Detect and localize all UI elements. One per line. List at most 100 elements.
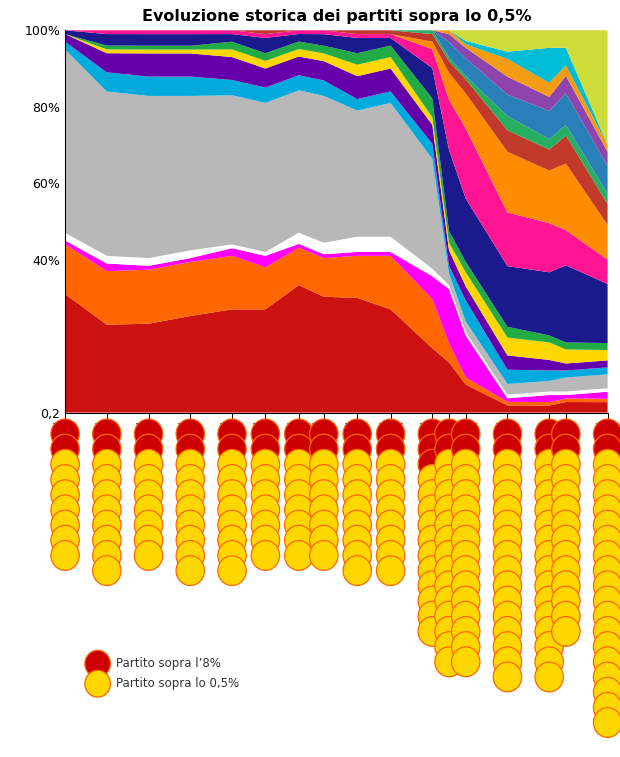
Ellipse shape xyxy=(251,450,280,479)
Ellipse shape xyxy=(451,556,480,585)
Ellipse shape xyxy=(135,540,163,570)
Ellipse shape xyxy=(51,450,79,479)
Ellipse shape xyxy=(176,450,205,479)
Ellipse shape xyxy=(435,480,463,509)
Ellipse shape xyxy=(343,435,371,464)
Ellipse shape xyxy=(135,450,163,479)
Ellipse shape xyxy=(494,616,521,646)
Ellipse shape xyxy=(418,480,446,509)
Ellipse shape xyxy=(418,435,446,464)
Ellipse shape xyxy=(92,556,121,585)
Ellipse shape xyxy=(92,510,121,540)
Ellipse shape xyxy=(176,435,205,464)
Ellipse shape xyxy=(593,662,620,692)
Ellipse shape xyxy=(376,495,405,525)
Ellipse shape xyxy=(251,465,280,494)
Ellipse shape xyxy=(251,480,280,509)
Ellipse shape xyxy=(218,495,246,525)
Ellipse shape xyxy=(451,450,480,479)
Ellipse shape xyxy=(251,525,280,555)
Ellipse shape xyxy=(285,525,313,555)
Ellipse shape xyxy=(494,450,521,479)
Ellipse shape xyxy=(51,525,79,555)
Ellipse shape xyxy=(135,495,163,525)
Ellipse shape xyxy=(494,571,521,601)
Ellipse shape xyxy=(494,601,521,631)
Ellipse shape xyxy=(218,450,246,479)
Ellipse shape xyxy=(535,510,564,540)
Ellipse shape xyxy=(218,435,246,464)
Ellipse shape xyxy=(535,465,564,494)
Ellipse shape xyxy=(92,419,121,449)
Ellipse shape xyxy=(285,540,313,570)
Ellipse shape xyxy=(51,480,79,509)
Ellipse shape xyxy=(451,631,480,662)
Ellipse shape xyxy=(535,435,564,464)
Ellipse shape xyxy=(92,435,121,464)
Ellipse shape xyxy=(494,465,521,494)
Ellipse shape xyxy=(176,419,205,449)
Ellipse shape xyxy=(135,510,163,540)
Ellipse shape xyxy=(494,480,521,509)
Ellipse shape xyxy=(309,480,338,509)
Ellipse shape xyxy=(593,647,620,677)
Ellipse shape xyxy=(451,571,480,601)
Ellipse shape xyxy=(535,601,564,631)
Ellipse shape xyxy=(552,556,580,585)
Text: Partito sopra lo 0,5%: Partito sopra lo 0,5% xyxy=(115,678,239,690)
Ellipse shape xyxy=(593,601,620,631)
Ellipse shape xyxy=(176,556,205,585)
Ellipse shape xyxy=(376,540,405,570)
Ellipse shape xyxy=(552,616,580,646)
Ellipse shape xyxy=(593,540,620,570)
Ellipse shape xyxy=(593,525,620,555)
Ellipse shape xyxy=(552,450,580,479)
Ellipse shape xyxy=(92,450,121,479)
Ellipse shape xyxy=(451,525,480,555)
Ellipse shape xyxy=(552,480,580,509)
Ellipse shape xyxy=(218,465,246,494)
Ellipse shape xyxy=(451,586,480,616)
Ellipse shape xyxy=(535,586,564,616)
Ellipse shape xyxy=(435,571,463,601)
Ellipse shape xyxy=(218,525,246,555)
Ellipse shape xyxy=(135,480,163,509)
Ellipse shape xyxy=(51,465,79,494)
Ellipse shape xyxy=(418,510,446,540)
Ellipse shape xyxy=(593,465,620,494)
Ellipse shape xyxy=(51,435,79,464)
Ellipse shape xyxy=(418,571,446,601)
Ellipse shape xyxy=(552,525,580,555)
Ellipse shape xyxy=(418,601,446,631)
Ellipse shape xyxy=(593,693,620,722)
Ellipse shape xyxy=(494,510,521,540)
Ellipse shape xyxy=(494,419,521,449)
Ellipse shape xyxy=(593,450,620,479)
Ellipse shape xyxy=(593,435,620,464)
Ellipse shape xyxy=(418,495,446,525)
Ellipse shape xyxy=(593,571,620,601)
Ellipse shape xyxy=(535,571,564,601)
Ellipse shape xyxy=(494,556,521,585)
Ellipse shape xyxy=(285,480,313,509)
Ellipse shape xyxy=(535,495,564,525)
Ellipse shape xyxy=(92,495,121,525)
Ellipse shape xyxy=(494,435,521,464)
Ellipse shape xyxy=(435,631,463,662)
Ellipse shape xyxy=(285,510,313,540)
Ellipse shape xyxy=(435,601,463,631)
Ellipse shape xyxy=(135,435,163,464)
Ellipse shape xyxy=(451,465,480,494)
Ellipse shape xyxy=(376,419,405,449)
Ellipse shape xyxy=(418,525,446,555)
Ellipse shape xyxy=(218,556,246,585)
Ellipse shape xyxy=(176,540,205,570)
Ellipse shape xyxy=(51,419,79,449)
Ellipse shape xyxy=(435,616,463,646)
Ellipse shape xyxy=(552,510,580,540)
Ellipse shape xyxy=(92,465,121,494)
Ellipse shape xyxy=(435,586,463,616)
Ellipse shape xyxy=(593,631,620,662)
Ellipse shape xyxy=(593,419,620,449)
Ellipse shape xyxy=(535,540,564,570)
